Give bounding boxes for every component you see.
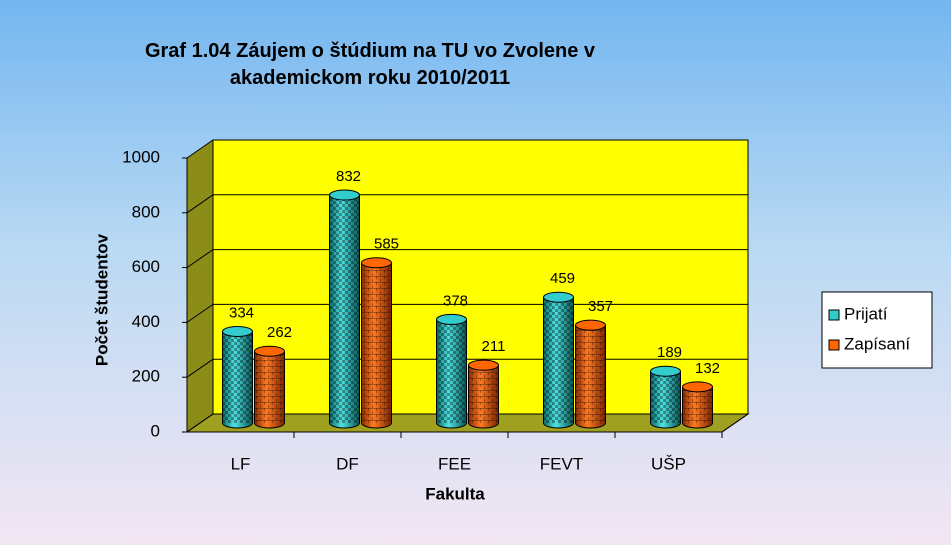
bar-pattern (650, 371, 681, 423)
bar (361, 257, 392, 429)
bar-pattern (361, 262, 392, 423)
value-label: 459 (550, 270, 575, 287)
grid-line (186, 413, 214, 433)
y-tick-label: 200 (132, 367, 160, 386)
bar (575, 319, 606, 429)
value-label: 189 (657, 344, 682, 361)
value-label: 585 (374, 236, 399, 253)
legend-swatch (828, 339, 840, 351)
x-axis-end (721, 413, 749, 433)
bar-outline (682, 386, 713, 423)
bar-pattern (222, 331, 253, 423)
value-label: 832 (336, 168, 361, 185)
bar-top (361, 257, 392, 269)
bar-top (329, 189, 360, 201)
legend-label: Zapísaní (844, 334, 910, 353)
y-tick-label: 800 (132, 202, 160, 221)
grid-line (186, 358, 214, 378)
bar-outline (575, 325, 606, 423)
bar-outline (222, 331, 253, 423)
legend-label: Prijatí (844, 304, 888, 323)
y-tick-label: 0 (151, 421, 160, 440)
bar (436, 313, 467, 429)
grid-line (186, 194, 214, 214)
side-wall (187, 140, 213, 432)
x-tick-label: DF (336, 454, 359, 473)
bar-pattern (468, 365, 499, 423)
x-axis-label: Fakulta (425, 484, 485, 503)
bar-outline (329, 195, 360, 423)
value-label: 357 (588, 298, 613, 315)
bar-outline (436, 319, 467, 423)
bar-top (650, 365, 681, 377)
x-tick-label: LF (231, 454, 251, 473)
bar-pattern (575, 325, 606, 423)
bar (222, 325, 253, 429)
y-tick-label: 600 (132, 257, 160, 276)
bar-top (254, 345, 285, 357)
legend-swatch (828, 309, 840, 321)
legend-box (821, 291, 933, 369)
x-tick-label: FEVT (540, 454, 583, 473)
bar (543, 291, 574, 429)
chart-title: Graf 1.04 Záujem o štúdium na TU vo Zvol… (144, 40, 596, 89)
grid-line (186, 249, 214, 269)
bar-pattern (682, 386, 713, 423)
bar (254, 345, 285, 429)
bar-outline (543, 297, 574, 423)
bar-top (682, 381, 713, 393)
value-label: 262 (267, 324, 292, 341)
y-axis-label: Počet študentov (92, 233, 111, 366)
bar-outline (468, 365, 499, 423)
bar-outline (361, 262, 392, 423)
bar-pattern (329, 195, 360, 423)
x-tick-label: FEE (438, 454, 471, 473)
grid-line (186, 303, 214, 323)
value-label: 378 (443, 292, 468, 309)
bar-top (543, 291, 574, 303)
value-label: 132 (695, 360, 720, 377)
value-label: 211 (482, 338, 506, 355)
grid-line (186, 139, 214, 159)
bar (650, 365, 681, 429)
y-tick-label: 1000 (122, 147, 160, 166)
bar (682, 381, 713, 429)
bar-pattern (543, 297, 574, 423)
x-tick-label: UŠP (651, 454, 686, 473)
y-tick-label: 400 (132, 312, 160, 331)
value-label: 334 (229, 304, 254, 321)
bar (468, 359, 499, 429)
bar-outline (650, 371, 681, 423)
bar-pattern (254, 351, 285, 423)
bar (329, 189, 360, 429)
bar-outline (254, 351, 285, 423)
bar-top (575, 319, 606, 331)
bar-pattern (436, 319, 467, 423)
bar-top (436, 313, 467, 325)
bar-top (468, 359, 499, 371)
bar-top (222, 325, 253, 337)
